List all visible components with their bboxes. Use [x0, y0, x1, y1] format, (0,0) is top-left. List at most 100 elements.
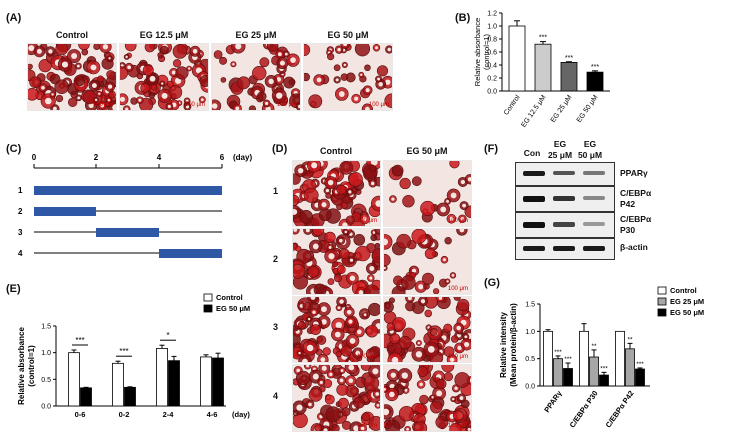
lipid-droplet-core: [321, 202, 327, 208]
lipid-droplet: [297, 321, 306, 330]
lane-label-eg50: EG 50 μM: [577, 139, 603, 160]
lipid-droplet-core: [358, 290, 364, 294]
lipid-droplet: [436, 378, 447, 390]
micrograph-a-control: 100 μm: [27, 43, 117, 111]
western-blot-actin: [515, 238, 615, 260]
bar: [589, 356, 599, 387]
lipid-droplet-core: [449, 357, 455, 362]
lipid-droplet: [333, 273, 343, 283]
lipid-droplet-core: [348, 378, 354, 384]
lipid-droplet: [384, 301, 394, 313]
band-label-actin: β-actin: [620, 242, 648, 252]
lipid-droplet: [368, 415, 380, 431]
bar: [599, 374, 609, 387]
lipid-droplet-core: [276, 92, 283, 99]
significance-marker: ***: [600, 365, 608, 372]
legend-label: EG 50 μM: [670, 308, 704, 317]
blot-band: [523, 222, 545, 228]
timeline-tick-label: 0: [32, 153, 37, 162]
micrograph-d2-control: 100 μm: [292, 228, 381, 295]
blot-band: [553, 171, 575, 175]
lipid-droplet: [219, 56, 228, 65]
lipid-droplet: [371, 247, 380, 264]
lipid-droplet-core: [298, 104, 300, 109]
lipid-droplet-core: [460, 217, 465, 221]
lipid-droplet-core: [360, 73, 363, 76]
lipid-droplet-core: [108, 57, 111, 60]
lipid-droplet-core: [232, 62, 235, 66]
lipid-droplet: [411, 229, 427, 244]
lipid-droplet: [259, 57, 270, 68]
lipid-droplet-core: [446, 280, 449, 283]
panel-d-row-label: 3: [273, 322, 279, 332]
lipid-droplet: [389, 333, 401, 345]
scale-bar-label: 100 μm: [184, 102, 205, 108]
x-tick-label: EG 12.5 μM: [520, 94, 547, 129]
blot-band: [583, 222, 605, 226]
lipid-droplet: [443, 372, 454, 382]
lipid-droplet: [172, 44, 188, 59]
lipid-droplet-core: [312, 243, 319, 250]
lipid-droplet-core: [98, 92, 101, 95]
lipid-droplet: [327, 52, 335, 61]
lipid-droplet-core: [339, 378, 344, 383]
panel-d-header-control: Control: [320, 146, 352, 156]
lipid-droplet: [433, 288, 440, 294]
lipid-droplet-core: [440, 206, 447, 213]
lipid-droplet: [49, 73, 61, 85]
lipid-droplet: [457, 298, 470, 312]
micrograph-d1-eg50: 100 μm: [383, 160, 472, 227]
bar: [625, 348, 635, 387]
lipid-droplet: [364, 64, 371, 72]
western-blot-ppar: [515, 162, 615, 186]
lipid-droplet-core: [375, 200, 380, 207]
panel-d-row-label: 2: [273, 254, 279, 264]
lipid-droplet-core: [456, 325, 461, 331]
lipid-droplet-core: [369, 266, 375, 271]
lipid-droplet-core: [354, 96, 359, 101]
lipid-droplet-core: [48, 49, 53, 54]
blot-band: [583, 171, 605, 175]
lipid-droplet-core: [467, 177, 471, 182]
band-label-cebpa-p42: C/EBPα P42: [620, 188, 652, 209]
lipid-droplet-core: [417, 341, 421, 345]
lipid-droplet-core: [376, 403, 380, 407]
lipid-droplet-core: [91, 83, 97, 88]
lipid-droplet: [93, 44, 101, 50]
y-tick-label: 1.5: [41, 324, 51, 331]
lipid-droplet: [454, 372, 470, 388]
y-tick-label: 0.8: [487, 37, 497, 44]
lipid-droplet-core: [265, 101, 269, 106]
lane-label-con: Con: [523, 148, 541, 158]
lipid-droplet-core: [334, 331, 341, 338]
lipid-droplet: [391, 285, 406, 294]
lipid-droplet: [338, 248, 350, 260]
lipid-droplet-core: [51, 93, 54, 96]
lipid-droplet-core: [107, 98, 111, 102]
lipid-droplet: [316, 336, 323, 343]
micrograph-d2-eg50: 100 μm: [383, 228, 472, 295]
lipid-droplet: [67, 97, 78, 108]
lipid-droplet: [443, 323, 453, 333]
bar: [543, 330, 553, 387]
lipid-droplet-core: [149, 75, 156, 82]
lipid-droplet-core: [185, 105, 190, 109]
lipid-droplet-core: [384, 408, 390, 416]
lipid-droplet: [296, 248, 312, 264]
lipid-droplet: [325, 406, 341, 422]
lipid-droplet: [339, 161, 354, 175]
lipid-droplet: [424, 248, 436, 260]
bar: [508, 25, 526, 92]
panel-label-g: (G): [484, 277, 500, 289]
lipid-droplet-core: [418, 284, 424, 290]
lipid-droplet: [304, 72, 310, 82]
lipid-droplet: [108, 90, 116, 99]
lipid-droplet: [322, 347, 331, 356]
lipid-droplet-core: [308, 402, 312, 407]
lipid-droplet: [55, 44, 68, 56]
lipid-droplet: [369, 165, 377, 172]
y-tick-label: 1.2: [487, 11, 497, 18]
lipid-droplet: [361, 412, 371, 422]
lipid-droplet: [28, 87, 39, 101]
bar: [212, 357, 224, 407]
